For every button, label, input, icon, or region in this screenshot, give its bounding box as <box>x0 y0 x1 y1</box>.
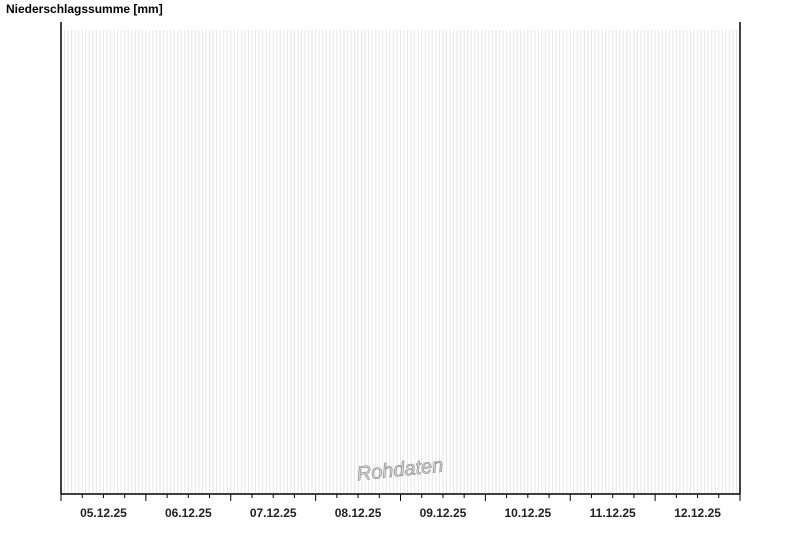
x-tick-label: 09.12.25 <box>420 506 467 520</box>
x-tick-label: 06.12.25 <box>165 506 212 520</box>
x-tick-label: 05.12.25 <box>80 506 127 520</box>
chart-title: Niederschlagssumme [mm] <box>6 2 163 16</box>
x-tick-label: 08.12.25 <box>335 506 382 520</box>
x-tick-label: 10.12.25 <box>504 506 551 520</box>
x-tick-label: 11.12.25 <box>590 506 636 520</box>
x-tick-label: 07.12.25 <box>250 506 297 520</box>
x-tick-label: 12.12.25 <box>674 506 721 520</box>
